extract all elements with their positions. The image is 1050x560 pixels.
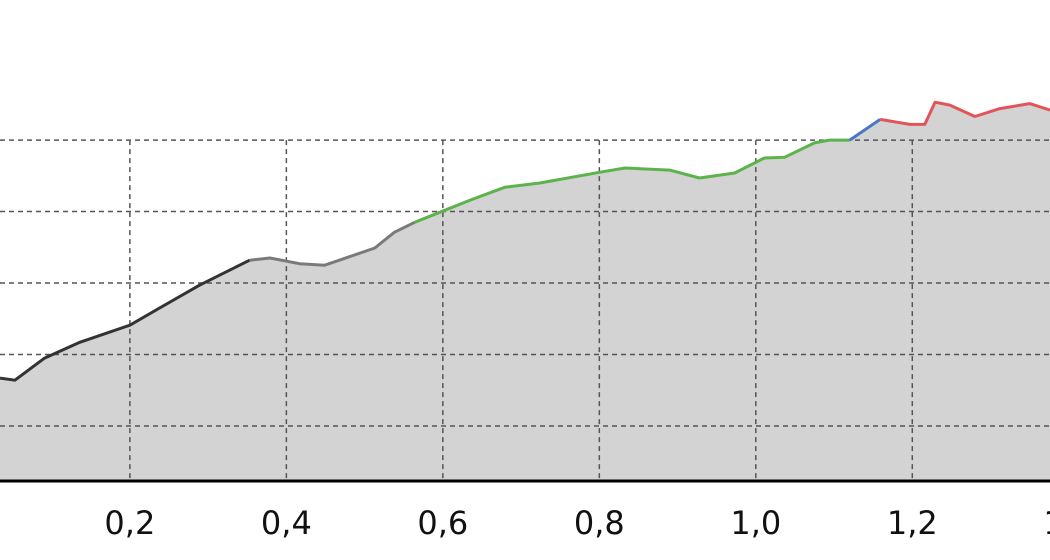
- x-tick-label: 1,4: [1043, 504, 1050, 542]
- profile-line: [879, 100, 1050, 126]
- profile-line: [249, 220, 416, 267]
- profile-line: [414, 138, 850, 224]
- profile-line: [0, 258, 251, 382]
- area-fill: [849, 118, 881, 482]
- area-fill: [414, 139, 851, 482]
- area-fill: [879, 101, 1050, 482]
- profile-line: [848, 118, 882, 142]
- x-tick-label: 0,4: [261, 504, 312, 542]
- area-fill: [0, 259, 251, 482]
- x-tick-label: 1,0: [730, 504, 781, 542]
- x-tick-label: 0,8: [574, 504, 625, 542]
- x-tick-label: 0,6: [417, 504, 468, 542]
- x-tick-label: 0,2: [104, 504, 155, 542]
- x-tick-label: 1,2: [887, 504, 938, 542]
